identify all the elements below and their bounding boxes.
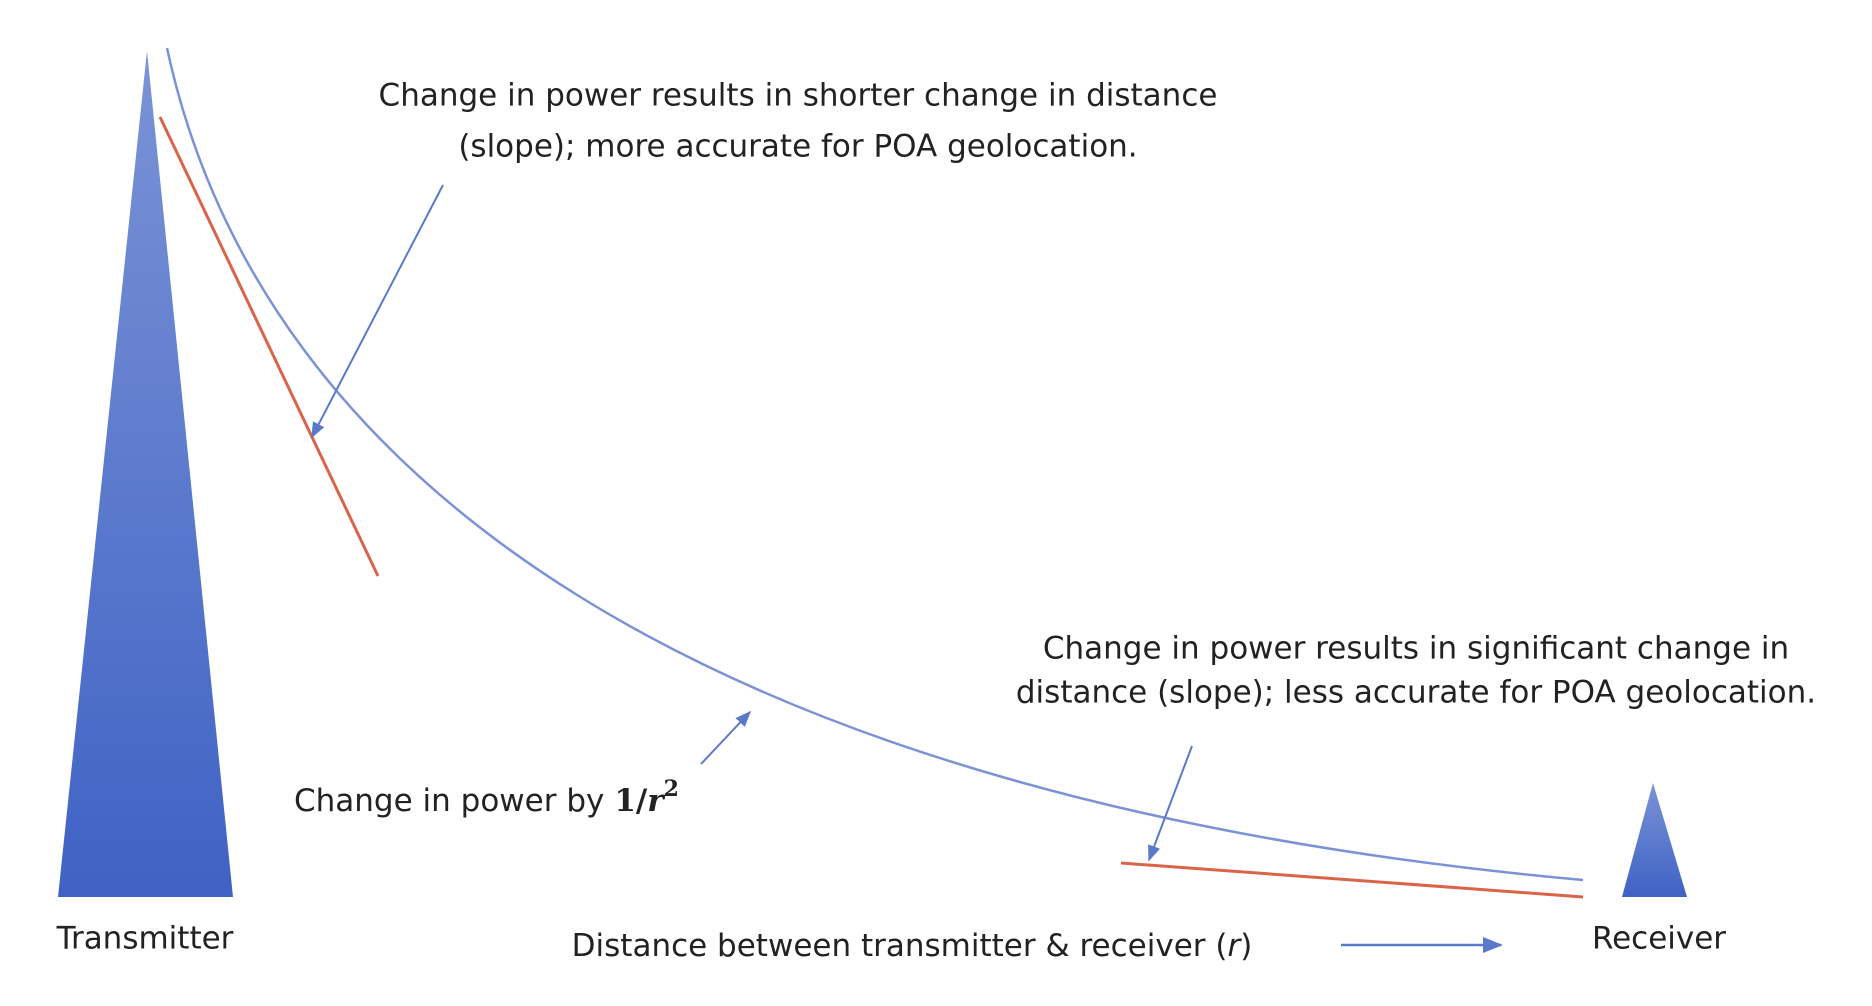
curve-arrow [700,710,752,765]
transmitter-icon [58,51,233,897]
axis-label: Distance between transmitter & receiver … [572,928,1253,964]
receiver-icon [1622,783,1687,897]
near-slope [158,116,380,577]
formula: 1/ [614,783,648,819]
receiver-label: Receiver [1592,921,1726,957]
near-arrow [311,184,444,439]
axis-label-var: r [1227,928,1242,964]
far-arrow [1148,745,1193,862]
curve-note-text: Change in power by [294,783,604,819]
far-slope [1120,861,1584,899]
near-note: (slope); more accurate for POA geolocati… [458,129,1137,165]
transmitter-label: Transmitter [56,921,234,957]
curve-note: Change in power by 1/r2 [294,776,679,819]
far-note: distance (slope); less accurate for POA … [1016,675,1816,711]
near-note: Change in power results in shorter chang… [379,78,1218,114]
formula: r [647,783,666,819]
axis-label-text: Distance between transmitter & receiver … [572,928,1228,964]
power-curve [165,47,1584,882]
formula: 2 [664,776,679,802]
axis-label-text: ) [1240,928,1252,964]
far-note: Change in power results in significant c… [1043,631,1789,667]
